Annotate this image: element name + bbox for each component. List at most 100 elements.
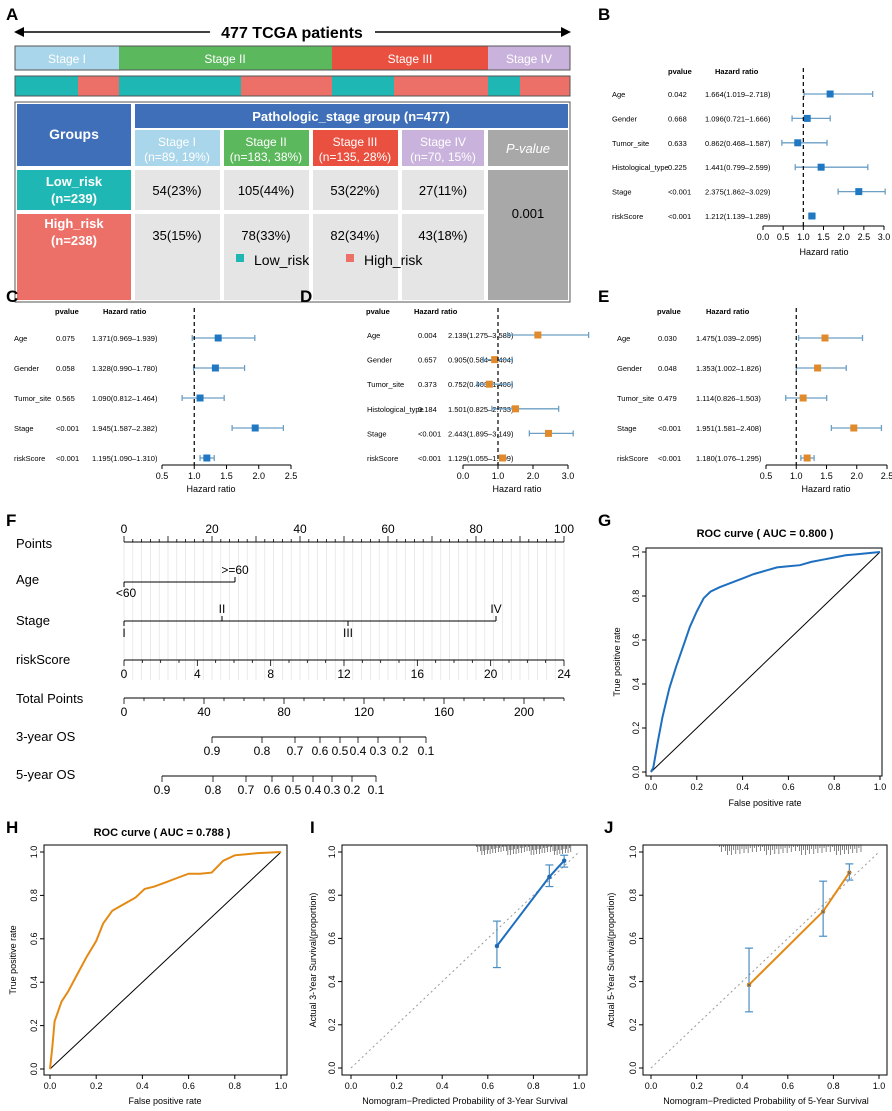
panel-label-b: B <box>598 5 610 24</box>
roc-g-xlabel: False positive rate <box>728 798 801 808</box>
nomogram-total-label: 120 <box>354 705 374 719</box>
calj-point <box>746 982 752 988</box>
rocg-x-tick-label: 1.0 <box>874 782 887 792</box>
forest-b-rows: Age 0.042 1.664(1.019–2.718) Gender 0.668 1.0… <box>612 90 886 221</box>
risk-bar-border <box>14 75 571 97</box>
panel-label-a: A <box>6 5 18 24</box>
risk-bar-high-1 <box>78 76 119 96</box>
forestd-label: Gender <box>367 356 393 365</box>
nomogram-points-label: 60 <box>381 522 395 536</box>
cali-point-cross: × <box>495 942 500 951</box>
high-cell-3-text: 82(34%) <box>330 228 379 243</box>
low-cell-1-text: 54(23%) <box>152 183 201 198</box>
arrow-title: 477 TCGA patients <box>221 25 363 42</box>
rocg-y-tick-label: 1.0 <box>631 546 641 559</box>
stage-bar-segment-1 <box>15 46 119 70</box>
roc-g-y-ticks: 0.0 0.2 0.4 0.6 0.8 1.0 <box>631 546 646 778</box>
foreste-label: riskScore <box>617 454 648 463</box>
cal-j-x-ticks: 0.0 0.2 0.4 0.6 0.8 1.0 <box>645 1075 885 1091</box>
roc-h-y-ticks: 0.0 0.2 0.4 0.6 0.8 1.0 <box>29 846 44 1075</box>
foreste-hr-point <box>814 364 822 372</box>
forestc-pvalue: 0.075 <box>56 334 75 343</box>
stage-bar-segment-3 <box>332 46 488 70</box>
forestd-hr-point <box>485 380 493 388</box>
groups-label: Groups <box>49 126 99 142</box>
nomogram-stage-iv: IV <box>490 602 501 616</box>
rocg-x-tick-label: 0.4 <box>736 782 749 792</box>
panel-label-h: H <box>6 818 18 837</box>
forestd-pvalue: 0.373 <box>418 380 437 389</box>
panel-b: B pvalue Hazard ratio Age 0.042 1.664(1.01… <box>598 5 890 257</box>
stage-col-3-name: Stage III <box>333 135 378 149</box>
nomogram-row-stage: Stage <box>16 613 50 628</box>
nomogram-age-low: <60 <box>116 586 137 600</box>
nomogram-row-points: Points <box>16 536 53 551</box>
risk-bar-high-2 <box>241 76 332 96</box>
forestb-label: Age <box>612 90 625 99</box>
panel-label-f: F <box>6 511 16 530</box>
forestb-tick-label: 1.5 <box>817 232 830 242</box>
roc-h-curve <box>49 851 282 1070</box>
nomogram-riskscore-label: 20 <box>484 667 498 681</box>
roc-g-ylabel: True positive rate <box>612 627 622 696</box>
cal-i-x-ticks: 0.0 0.2 0.4 0.6 0.8 1.0 <box>345 1075 586 1091</box>
calj-point-cross: × <box>747 981 752 990</box>
forestb-label: Histological_type <box>612 163 669 172</box>
low-risk-name: Low_risk <box>46 174 103 189</box>
forestc-label: Stage <box>14 424 34 433</box>
low-risk-row-cell <box>17 170 131 210</box>
foreste-hr-text: 1.180(1.076–1.295) <box>696 454 762 463</box>
forestd-hr-point <box>534 331 542 339</box>
forestb-tick-label: 0.0 <box>757 232 770 242</box>
forestb-hr-text: 1.441(0.799–2.599) <box>705 163 771 172</box>
forestc-tick-label: 1.5 <box>220 471 233 481</box>
calj-x-tick-label: 0.0 <box>645 1081 658 1091</box>
roc-h-xlabel: False positive rate <box>128 1096 201 1106</box>
stage-col-1-name: Stage I <box>158 135 196 149</box>
stage-bar-label-4: Stage IV <box>506 52 552 66</box>
forestd-label: Histological_type <box>367 405 424 414</box>
forestd-pvalue: 0.184 <box>418 405 437 414</box>
high-risk-name: High_risk <box>44 216 104 231</box>
stage-col-4-name: Stage IV <box>420 135 466 149</box>
low-cell-4-text: 27(11%) <box>419 183 467 198</box>
forestd-hr-text: 2.443(1.895–3.149) <box>448 429 514 438</box>
nomogram-os3-label: 0.1 <box>418 744 435 758</box>
forestc-hr-point <box>251 424 259 432</box>
high-cell-3 <box>313 214 398 300</box>
calj-x-tick-label: 0.6 <box>782 1081 795 1091</box>
stage-col-1-sub: (n=89, 19%) <box>144 150 210 164</box>
cali-x-tick-label: 1.0 <box>573 1081 586 1091</box>
pvalue-cell <box>488 170 568 300</box>
roc-g-diagonal <box>650 551 881 773</box>
forest-d-col-hr: Hazard ratio <box>414 307 458 316</box>
forest-e-col-hr: Hazard ratio <box>706 307 750 316</box>
forest-d-ticks: 0.0 1.0 2.0 3.0 <box>457 465 574 481</box>
foreste-hr-point <box>799 394 807 402</box>
forestb-hr-point <box>826 90 834 98</box>
nomogram-scales: 0 20 40 60 80 100 0 4 8 12 16 20 24 0 40 80 120 160 200 0.9… <box>121 522 575 797</box>
forestb-pvalue: 0.633 <box>668 139 687 148</box>
rocg-y-tick-label: 0.2 <box>631 722 641 735</box>
nomogram-os3-label: 0.6 <box>312 744 329 758</box>
panel-j: J × × × 0.0 0.2 0.4 0.6 0.8 1.0 0.0 0.2 0.4 0.6 0.8… <box>604 818 888 1106</box>
forestb-label: riskScore <box>612 212 643 221</box>
stage-bar-segment-2 <box>119 46 332 70</box>
forest-b-col-pvalue: pvalue <box>668 67 692 76</box>
forestc-pvalue: 0.565 <box>56 394 75 403</box>
low-cell-2 <box>224 170 309 210</box>
stage-col-2-sub: (n=183, 38%) <box>230 150 302 164</box>
arrow-head-left <box>14 27 24 37</box>
forestd-pvalue: <0.001 <box>418 454 441 463</box>
roch-y-tick-label: 0.6 <box>29 933 39 946</box>
calj-point-cross: × <box>847 869 852 878</box>
roch-y-tick-label: 1.0 <box>29 846 39 859</box>
nomogram-row-3yr: 3-year OS <box>16 729 76 744</box>
nomogram-os3-label: 0.8 <box>254 744 271 758</box>
nomogram-os5-label: 0.5 <box>285 783 302 797</box>
nomogram-os3-label: 0.4 <box>350 744 367 758</box>
cali-x-tick-label: 0.0 <box>345 1081 358 1091</box>
high-risk-row-cell <box>17 214 131 300</box>
